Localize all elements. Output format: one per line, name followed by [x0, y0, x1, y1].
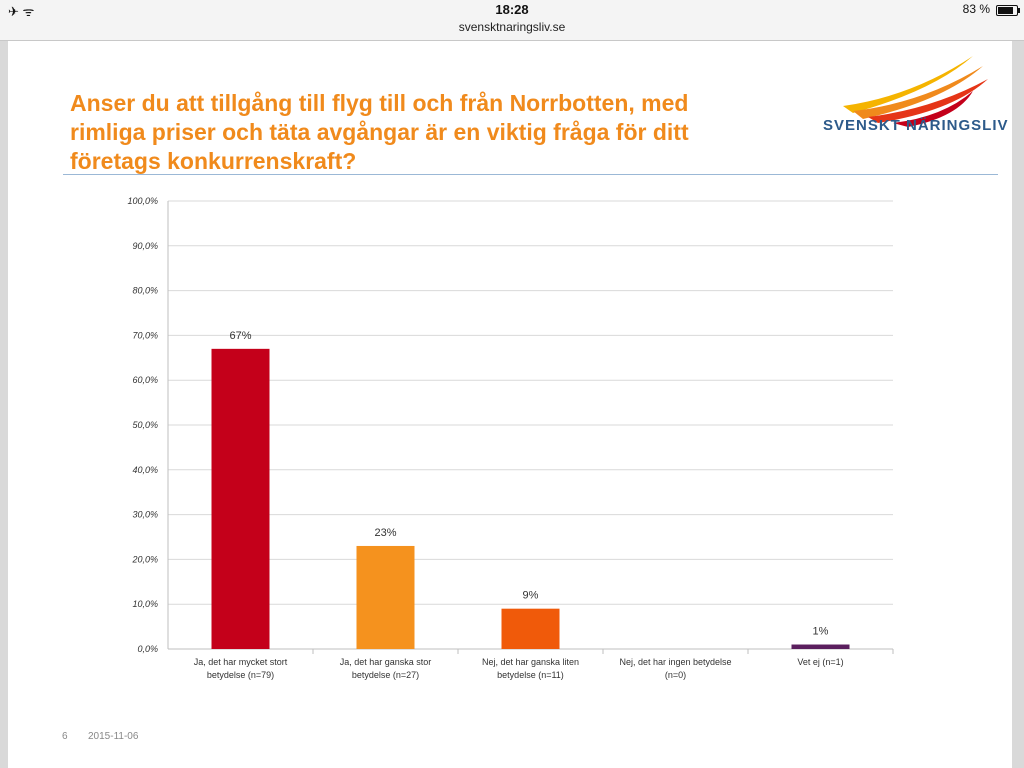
x-category-label: Ja, det har ganska stor: [340, 657, 432, 667]
y-tick-label: 100,0%: [127, 196, 158, 206]
x-category-label: Vet ej (n=1): [797, 657, 843, 667]
data-label: 9%: [523, 590, 539, 602]
data-label: 23%: [374, 527, 396, 539]
x-category-label: Nej, det har ingen betydelse: [619, 657, 731, 667]
slide: Anser du att tillgång till flyg till och…: [8, 41, 1012, 768]
title-line-3: företags konkurrenskraft?: [70, 148, 357, 174]
bar: [211, 348, 270, 649]
x-category-label: betydelse (n=79): [207, 670, 274, 680]
status-bar: ✈ ︎ᯤ 18:28 svensktnaringsliv.se 83 %: [0, 0, 1024, 41]
y-tick-label: 30,0%: [132, 510, 158, 520]
x-category-label: (n=0): [665, 670, 686, 680]
bar: [501, 608, 560, 649]
battery-percent: 83 %: [962, 2, 990, 16]
airplane-wifi-icon: ✈ ︎ᯤ: [8, 4, 35, 19]
status-time: 18:28: [495, 2, 529, 17]
y-tick-label: 60,0%: [132, 375, 158, 385]
logo-wings-icon: [843, 56, 988, 127]
title-line-2: rimliga priser och täta avgångar är en v…: [70, 119, 689, 145]
title-line-1: Anser du att tillgång till flyg till och…: [70, 90, 689, 116]
slide-title: Anser du att tillgång till flyg till och…: [70, 89, 770, 176]
page-number: 6: [62, 731, 68, 742]
bar: [791, 644, 850, 649]
x-category-label: Ja, det har mycket stort: [194, 657, 288, 667]
y-tick-label: 40,0%: [132, 465, 158, 475]
battery-fill: [998, 7, 1013, 14]
logo-text: SVENSKT NÄRINGSLIV: [823, 117, 1009, 134]
battery-icon: [996, 5, 1020, 16]
x-category-label: Nej, det har ganska liten: [482, 657, 579, 667]
data-label: 67%: [229, 330, 251, 342]
y-tick-label: 50,0%: [132, 420, 158, 430]
x-category-label: betydelse (n=11): [497, 670, 564, 680]
title-divider: [63, 174, 998, 175]
y-tick-label: 70,0%: [132, 330, 158, 340]
y-tick-label: 90,0%: [132, 241, 158, 251]
y-tick-label: 80,0%: [132, 286, 158, 296]
slide-date: 2015-11-06: [88, 731, 139, 742]
data-label: 1%: [813, 626, 829, 638]
y-tick-label: 10,0%: [132, 599, 158, 609]
address-url[interactable]: svensktnaringsliv.se: [458, 20, 566, 34]
bar: [356, 545, 415, 649]
bar-chart: 0,0% 10,0% 20,0% 30,0% 40,0% 50,0% 60,0% 70,0% 8…: [127, 196, 894, 680]
y-tick-label: 20,0%: [131, 554, 158, 564]
y-tick-label: 0,0%: [137, 644, 158, 654]
x-category-label: betydelse (n=27): [352, 670, 419, 680]
